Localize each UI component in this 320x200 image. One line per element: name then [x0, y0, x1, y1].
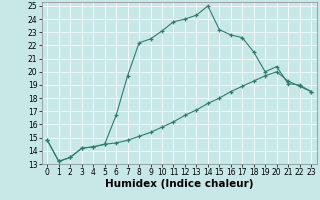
X-axis label: Humidex (Indice chaleur): Humidex (Indice chaleur)	[105, 179, 253, 189]
